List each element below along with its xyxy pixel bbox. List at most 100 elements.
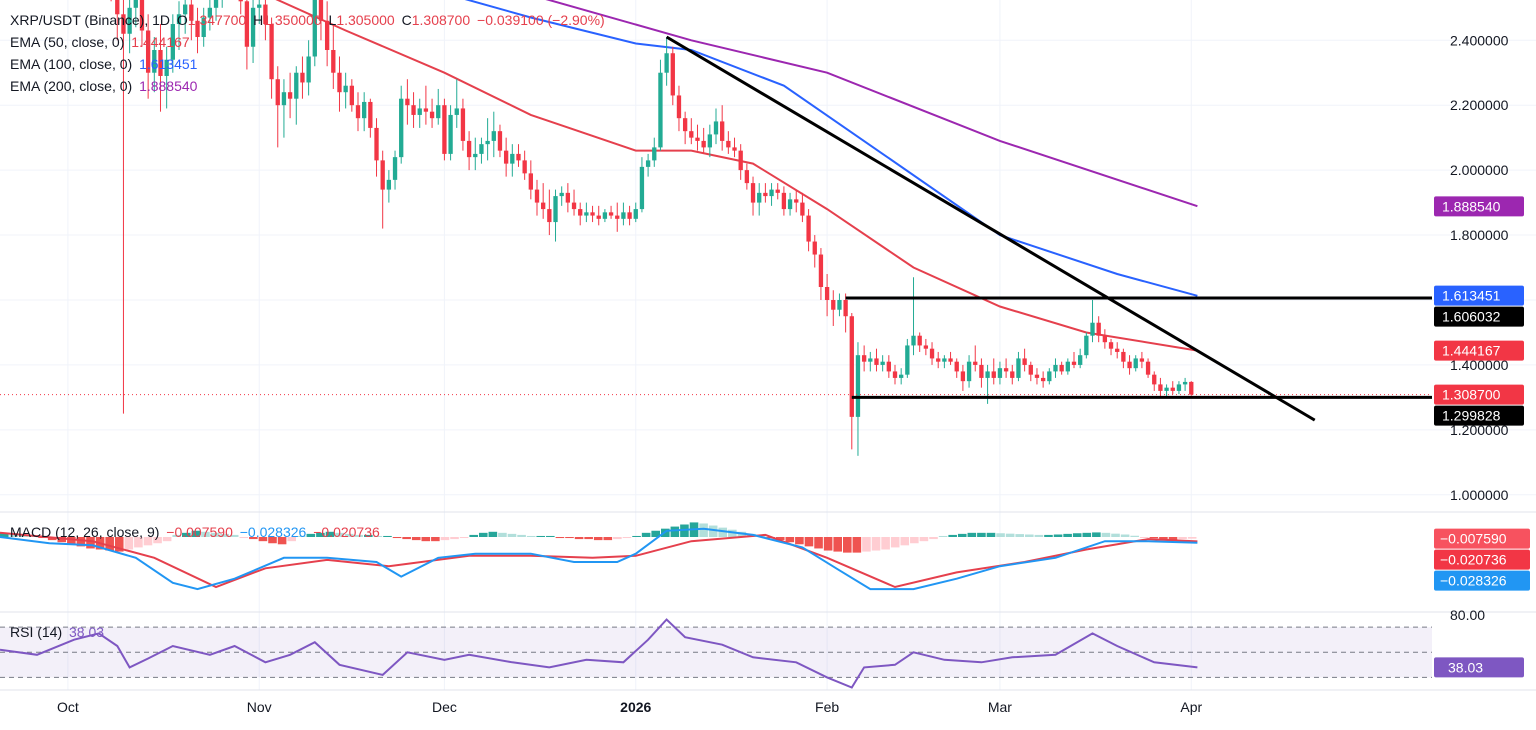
candle-body: [442, 105, 447, 154]
candle: [849, 312, 854, 450]
candle-body: [1182, 381, 1188, 385]
candle: [368, 98, 373, 138]
candle: [571, 189, 577, 216]
candle-body: [991, 371, 996, 378]
candle: [1090, 299, 1095, 343]
candle-body: [195, 20, 200, 38]
candle-body: [744, 170, 750, 184]
ema100-label[interactable]: EMA (100, close, 0): [10, 56, 133, 72]
ema-line-ema200: [545, 0, 1198, 208]
candle: [738, 144, 743, 180]
candle: [831, 290, 836, 326]
macd-hist-bar: [795, 537, 804, 545]
ema200-legend[interactable]: EMA (200, close, 0) 1.888540: [10, 76, 200, 96]
symbol-legend[interactable]: XRP/USDT (Binance), 1D O1.347700 H1.3500…: [10, 10, 608, 30]
ema100-legend[interactable]: EMA (100, close, 0) 1.613451: [10, 54, 200, 74]
macd-hist-bar: [814, 537, 823, 549]
macd-hist-bar: [565, 537, 574, 539]
candle: [948, 351, 953, 365]
candle-body: [374, 127, 379, 161]
rsi-label[interactable]: RSI (14): [10, 624, 63, 640]
candle-body: [1028, 364, 1033, 375]
macd-hist-bar: [833, 537, 843, 552]
candle-body: [263, 4, 268, 25]
candle: [1145, 358, 1151, 378]
macd-hist-bar: [613, 537, 622, 540]
candle: [1127, 355, 1132, 375]
macd-hist-bar: [306, 533, 316, 537]
macd-legend[interactable]: MACD (12, 26, close, 9) −0.007590 −0.028…: [10, 522, 383, 542]
rsi-badge: 38.03: [1434, 657, 1524, 678]
candle: [1059, 361, 1064, 375]
candle: [973, 345, 978, 372]
candle-body: [726, 140, 731, 148]
grid-lines: [0, 0, 1536, 690]
candle: [380, 150, 385, 229]
candle: [1133, 355, 1138, 372]
ema100-value: 1.613451: [139, 56, 198, 72]
macd-hist-bar: [775, 537, 785, 541]
candle: [497, 124, 503, 158]
candle: [763, 183, 768, 203]
candle: [1189, 381, 1194, 396]
macd-hist-bar: [517, 534, 526, 537]
candle: [110, 0, 112, 2]
candle-body: [152, 49, 157, 73]
candle-body: [362, 101, 367, 119]
candle-body: [337, 72, 342, 93]
macd-hist-bar: [632, 535, 641, 537]
candle-body: [559, 192, 564, 197]
ema200-label[interactable]: EMA (200, close, 0): [10, 78, 133, 94]
candle-body: [960, 371, 966, 382]
candle: [868, 351, 873, 372]
candle: [207, 0, 213, 31]
rsi-legend[interactable]: RSI (14) 38.03: [10, 622, 107, 642]
macd-hist-bar: [1025, 534, 1034, 537]
ema-line-ema50: [275, 0, 1198, 352]
candle-body: [608, 212, 614, 216]
rsi-value: 38.03: [69, 624, 105, 640]
candle-body: [201, 17, 206, 38]
candle: [442, 98, 447, 161]
candle-body: [349, 85, 354, 106]
candle-body: [1164, 387, 1169, 391]
macd-hist-bar: [546, 535, 555, 537]
candle: [979, 358, 984, 388]
candle: [503, 137, 509, 177]
macd-hist-bar: [536, 535, 546, 537]
candle-body: [1108, 342, 1114, 349]
candle: [670, 46, 675, 106]
candle-body: [306, 56, 311, 83]
symbol-title[interactable]: XRP/USDT (Binance), 1D: [10, 12, 171, 28]
candle: [843, 293, 848, 333]
candle: [1053, 358, 1058, 378]
candle: [318, 0, 324, 41]
candle-body: [1040, 377, 1046, 382]
candle-body: [324, 20, 330, 50]
candle-body: [287, 92, 293, 99]
candle-body: [590, 212, 595, 216]
macd-hist-bar: [555, 537, 565, 539]
candle-body: [1096, 322, 1101, 336]
price-badge-label: 1.888540: [1442, 198, 1501, 214]
candle: [201, 7, 206, 47]
candle: [324, 1, 330, 67]
candle-body: [584, 212, 589, 216]
candle-body: [720, 121, 725, 141]
candle-body: [800, 202, 805, 216]
ema50-label[interactable]: EMA (50, close, 0): [10, 34, 125, 50]
candle-body: [769, 189, 774, 197]
ema50-legend[interactable]: EMA (50, close, 0) 1.444167: [10, 32, 193, 52]
macd-label[interactable]: MACD (12, 26, close, 9): [10, 524, 160, 540]
candle-body: [615, 215, 620, 219]
candle-body: [880, 361, 885, 365]
candle: [411, 92, 416, 128]
macd-hist-bar: [67, 537, 76, 545]
macd-hist-bar: [114, 537, 124, 552]
macd-hist-bar: [862, 537, 871, 552]
candle-body: [318, 0, 324, 21]
candle: [1164, 384, 1169, 398]
candle: [596, 205, 601, 226]
time-tick-label: 2026: [620, 699, 651, 715]
